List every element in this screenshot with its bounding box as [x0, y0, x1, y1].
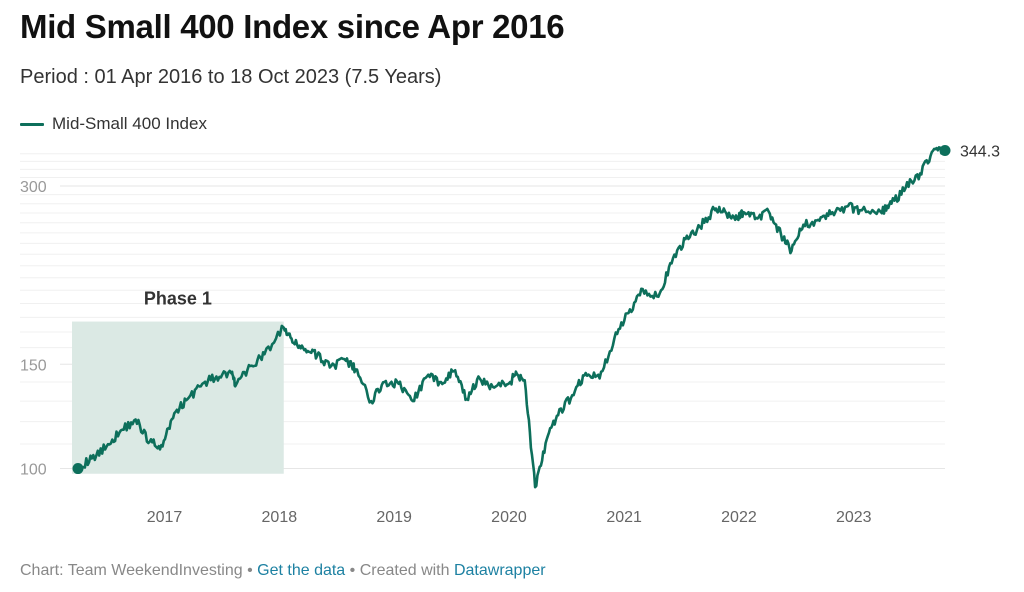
x-tick-label: 2021 — [606, 509, 642, 526]
end-value-label: 344.3 — [960, 144, 1000, 161]
series-layer — [72, 145, 951, 489]
chart-title: Mid Small 400 Index since Apr 2016 — [20, 8, 565, 45]
annotations: Phase 1 344.3 — [72, 144, 1000, 474]
x-tick-label: 2020 — [491, 509, 527, 526]
y-tick-label: 150 — [20, 357, 47, 374]
x-tick-label: 2019 — [376, 509, 412, 526]
start-point-marker — [72, 463, 84, 475]
footer-separator: • — [242, 562, 258, 579]
y-tick-label: 100 — [20, 462, 47, 479]
footer-credit: Chart: Team WeekendInvesting — [20, 562, 243, 579]
series-line-mid-small-400 — [76, 146, 947, 489]
legend-label: Mid-Small 400 Index — [52, 114, 207, 133]
phase-1-shade — [72, 321, 284, 474]
legend-swatch — [20, 122, 44, 126]
end-point-marker — [939, 145, 951, 157]
x-tick-label: 2017 — [147, 509, 183, 526]
chart-footer: Chart: Team WeekendInvesting • Get the d… — [20, 562, 546, 580]
footer-created-with: • Created with — [345, 562, 454, 579]
axes: 100 150 300 2017 2018 2019 2020 2021 2022 2023 — [20, 179, 872, 526]
y-tick-label: 300 — [20, 179, 47, 196]
x-tick-label: 2023 — [836, 509, 872, 526]
x-tick-label: 2018 — [262, 509, 298, 526]
x-tick-label: 2022 — [721, 509, 757, 526]
datawrapper-link[interactable]: Datawrapper — [453, 562, 546, 579]
legend: Mid-Small 400 Index — [20, 114, 207, 134]
get-data-link[interactable]: Get the data — [257, 562, 346, 579]
chart-subtitle: Period : 01 Apr 2016 to 18 Oct 2023 (7.5… — [20, 66, 442, 88]
phase-1-label: Phase 1 — [144, 289, 212, 309]
